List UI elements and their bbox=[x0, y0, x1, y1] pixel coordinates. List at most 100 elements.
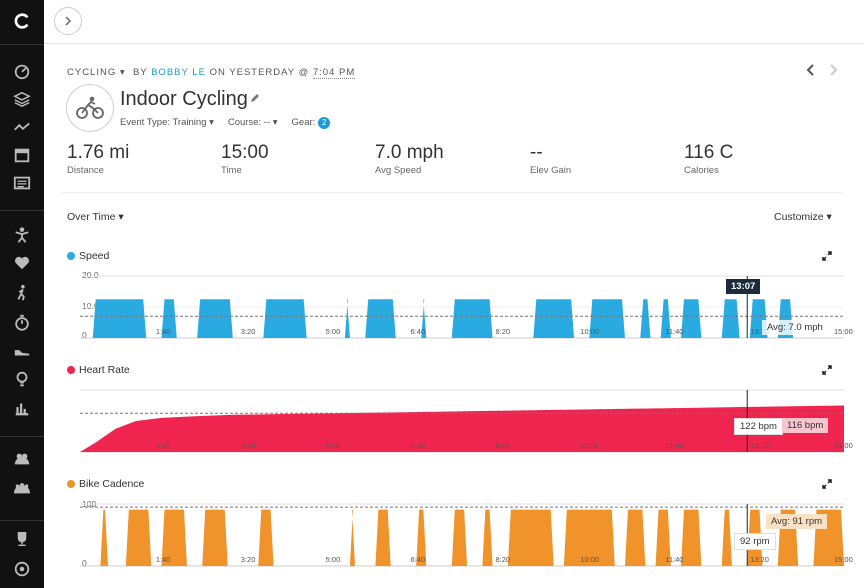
time-link[interactable]: 7:04 PM bbox=[312, 67, 356, 79]
by-label: BY bbox=[132, 67, 148, 78]
dashboard-icon[interactable] bbox=[11, 60, 33, 82]
cadence-segment-6 bbox=[375, 509, 391, 566]
stopwatch-icon[interactable] bbox=[11, 312, 33, 334]
speed-segment-2 bbox=[197, 299, 233, 338]
author-link[interactable]: BOBBY LE bbox=[151, 67, 206, 78]
cadence-segment-10 bbox=[507, 509, 554, 566]
speed-segment-7 bbox=[451, 299, 493, 338]
speed-time-tooltip: 13:07 bbox=[726, 279, 761, 294]
cadence-avg-label: Avg: 91 rpm bbox=[766, 514, 828, 529]
target-icon[interactable] bbox=[11, 558, 33, 580]
activity-meta: Event Type: Training ▾ Course: -- ▾ Gear… bbox=[120, 117, 331, 129]
cadence-xtick: 15:00 bbox=[834, 555, 853, 564]
speed-segment-11 bbox=[660, 299, 671, 338]
event-type-dropdown[interactable]: Event Type: Training ▾ bbox=[120, 117, 214, 128]
speed-xtick: 5:00 bbox=[326, 327, 341, 336]
speed-segment-3 bbox=[263, 299, 307, 338]
over-time-dropdown[interactable]: Over Time ▾ bbox=[67, 211, 124, 223]
lightbulb-icon[interactable] bbox=[11, 368, 33, 390]
activity-line-icon[interactable] bbox=[11, 116, 33, 138]
cadence-xtick: 3:20 bbox=[241, 555, 256, 564]
stat-time: 15:00 Time bbox=[221, 142, 269, 176]
cadence-expand-icon[interactable] bbox=[822, 479, 832, 489]
cadence-segment-9 bbox=[482, 509, 493, 566]
walk-icon[interactable] bbox=[11, 282, 33, 304]
calendar-icon[interactable] bbox=[11, 144, 33, 166]
cadence-xtick: 8:20 bbox=[495, 555, 510, 564]
cadence-xtick: 1:40 bbox=[156, 555, 171, 564]
gear-link[interactable]: Gear: 2 bbox=[292, 117, 331, 129]
speed-segment-13 bbox=[721, 299, 740, 338]
customize-dropdown[interactable]: Customize ▾ bbox=[774, 211, 832, 223]
speed-xtick: 8:20 bbox=[495, 327, 510, 336]
divider bbox=[62, 192, 842, 193]
heart-rate-xtick: 5:00 bbox=[326, 441, 341, 450]
speed-avg-label: Avg: 7.0 mph bbox=[762, 320, 828, 335]
speed-xtick: 15:00 bbox=[834, 327, 853, 336]
date-label: ON YESTERDAY @ bbox=[209, 67, 310, 78]
speed-segment-12 bbox=[681, 299, 702, 338]
heart-rate-xtick: 15:00 bbox=[834, 441, 853, 450]
cadence-chart[interactable]: 1:40 3:20 5:00 6:40 8:20 10:00 11:40 13:20 15:00 bbox=[80, 503, 853, 568]
course-dropdown[interactable]: Course: -- ▾ bbox=[227, 117, 278, 128]
cadence-segment-11 bbox=[563, 509, 615, 566]
speed-segment-0 bbox=[92, 299, 147, 338]
activity-type-badge bbox=[66, 84, 114, 132]
bar-chart-icon[interactable] bbox=[11, 397, 33, 419]
speed-chart-title: Speed bbox=[67, 250, 109, 262]
garmin-logo-icon[interactable] bbox=[11, 10, 33, 32]
activity-nav bbox=[806, 64, 838, 76]
speed-segment-4 bbox=[344, 299, 350, 338]
heart-rate-xtick: 6:40 bbox=[411, 441, 426, 450]
bike-icon bbox=[76, 96, 104, 119]
cadence-segment-12 bbox=[624, 509, 646, 566]
trophy-icon[interactable] bbox=[11, 528, 33, 550]
previous-activity-icon[interactable] bbox=[806, 64, 816, 76]
cadence-segment-3 bbox=[202, 509, 228, 566]
heart-rate-expand-icon[interactable] bbox=[822, 365, 832, 375]
cadence-segment-4 bbox=[258, 509, 274, 566]
cadence-xtick: 5:00 bbox=[326, 555, 341, 564]
cadence-segment-5 bbox=[349, 509, 356, 566]
speed-segment-10 bbox=[640, 299, 651, 338]
heart-rate-chart[interactable]: 1:40 3:20 5:00 6:40 8:20 10:00 11:40 13:20 15:00 bbox=[80, 389, 853, 454]
expand-sidebar-button[interactable] bbox=[54, 7, 82, 35]
speed-ytick-max: 20.0 bbox=[82, 270, 99, 280]
cadence-segment-14 bbox=[681, 509, 702, 566]
activity-title[interactable]: Indoor Cycling bbox=[120, 88, 248, 110]
cadence-segment-1 bbox=[125, 509, 152, 566]
speed-xtick: 11:40 bbox=[665, 327, 683, 336]
stat-elev-gain: -- Elev Gain bbox=[530, 142, 572, 176]
breadcrumb: CYCLING ▾ BY BOBBY LE ON YESTERDAY @ 7:0… bbox=[67, 67, 356, 79]
sidebar bbox=[0, 0, 44, 588]
layers-icon[interactable] bbox=[11, 88, 33, 110]
heart-rate-xtick: 1:40 bbox=[156, 441, 171, 450]
speed-xtick: 1:40 bbox=[156, 327, 171, 336]
heart-rate-area bbox=[80, 405, 844, 452]
speed-expand-icon[interactable] bbox=[822, 251, 832, 261]
speed-xtick: 10:00 bbox=[580, 327, 599, 336]
speed-xtick: 6:40 bbox=[411, 327, 426, 336]
speed-xtick: 13:20 bbox=[750, 327, 769, 336]
pencil-icon[interactable] bbox=[250, 93, 260, 103]
speed-xtick: 3:20 bbox=[241, 327, 256, 336]
person-icon[interactable] bbox=[11, 224, 33, 246]
top-bar bbox=[44, 0, 864, 44]
heart-rate-chart-title: Heart Rate bbox=[67, 364, 130, 376]
speed-ytick-zero: 0 bbox=[82, 330, 87, 340]
cadence-chart-title: Bike Cadence bbox=[67, 478, 144, 490]
speed-segment-9 bbox=[589, 299, 625, 338]
cadence-xtick: 11:40 bbox=[665, 555, 683, 564]
heart-icon[interactable] bbox=[11, 252, 33, 274]
group-icon[interactable] bbox=[11, 448, 33, 470]
news-icon[interactable] bbox=[11, 172, 33, 194]
cadence-xtick: 13:20 bbox=[750, 555, 769, 564]
shoe-icon[interactable] bbox=[11, 340, 33, 362]
cadence-segment-13 bbox=[655, 509, 671, 566]
cadence-segment-2 bbox=[161, 509, 187, 566]
cadence-ytick-zero: 0 bbox=[82, 558, 87, 568]
activity-type-dropdown[interactable]: CYCLING ▾ bbox=[67, 67, 126, 78]
next-activity-icon[interactable] bbox=[828, 64, 838, 76]
heart-rate-xtick: 3:20 bbox=[241, 441, 256, 450]
groups-icon[interactable] bbox=[11, 477, 33, 499]
